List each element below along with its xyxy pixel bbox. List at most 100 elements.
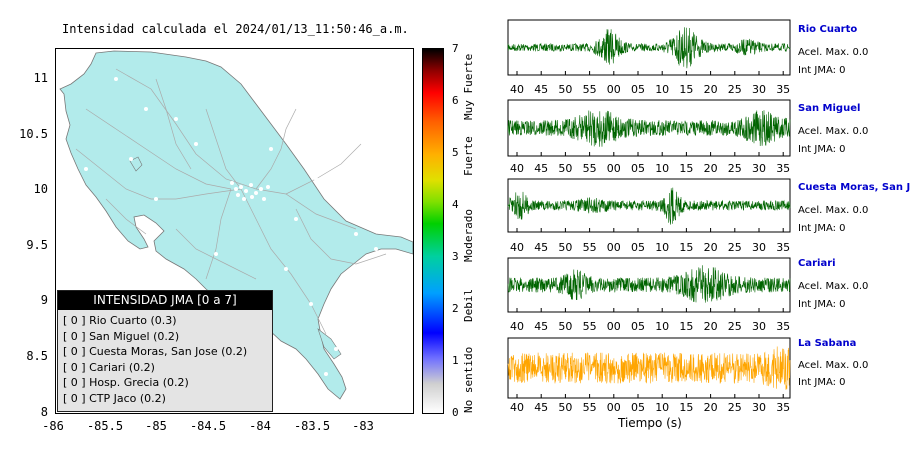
time-tick-label: 15 <box>679 241 693 254</box>
colorbar-tick: 7 <box>452 42 459 55</box>
time-tick-label: 55 <box>583 320 597 333</box>
time-tick-label: 35 <box>776 241 790 254</box>
legend-header: INTENSIDAD JMA [0 a 7] <box>58 291 272 310</box>
station-int: Int JMA: 0 <box>798 144 846 155</box>
waveform-panel: 40 45 50 55 00 05 10 15 20 25 30 35 <box>507 337 791 414</box>
time-tick-label: 30 <box>752 83 766 96</box>
colorbar-tick: 6 <box>452 94 459 107</box>
time-tick-label: 25 <box>728 401 742 414</box>
time-tick-label: 00 <box>607 83 621 96</box>
time-tick-label: 45 <box>534 83 548 96</box>
station-acel: Acel. Max. 0.0 <box>798 47 869 58</box>
waveform-panel: 40 45 50 55 00 05 10 15 20 25 30 35 <box>507 257 791 333</box>
station-acel: Acel. Max. 0.0 <box>798 360 869 371</box>
time-tick-label: 45 <box>534 241 548 254</box>
time-tick-label: 05 <box>631 241 645 254</box>
time-tick-label: 40 <box>510 401 524 414</box>
time-tick-label: 35 <box>776 401 790 414</box>
xtick-label: -83 <box>352 419 374 433</box>
time-tick-label: 45 <box>534 401 548 414</box>
station-name: Cariari <box>798 258 836 269</box>
intensity-legend: INTENSIDAD JMA [0 a 7] [ 0 ] Rio Cuarto … <box>57 290 273 412</box>
time-tick-label: 30 <box>752 241 766 254</box>
waveform-trace <box>507 346 791 390</box>
colorbar-word: Debil <box>462 288 475 322</box>
waveform-frame <box>507 178 791 233</box>
station-int: Int JMA: 0 <box>798 377 846 388</box>
time-tick-label: 00 <box>607 241 621 254</box>
waveform-frame <box>507 99 791 157</box>
time-tick-label: 20 <box>704 83 718 96</box>
waveform-trace <box>507 265 791 303</box>
time-tick-label: 00 <box>607 320 621 333</box>
xtick-label: -84.5 <box>189 419 227 433</box>
legend-row: [ 0 ] San Miguel (0.2) <box>63 329 180 343</box>
intensity-colorbar <box>422 48 444 414</box>
time-tick-label: 50 <box>558 320 572 333</box>
costa-rica-landmass <box>59 50 413 400</box>
time-tick-label: 25 <box>728 162 742 175</box>
station-acel: Acel. Max. 0.0 <box>798 281 869 292</box>
time-tick-label: 55 <box>583 83 597 96</box>
colorbar-tick: 4 <box>452 198 459 211</box>
xtick-label: -86 <box>42 419 64 433</box>
colorbar-tick: 5 <box>452 146 459 159</box>
time-tick-label: 55 <box>583 241 597 254</box>
time-tick-label: 25 <box>728 320 742 333</box>
time-tick-label: 30 <box>752 320 766 333</box>
time-tick-label: 40 <box>510 320 524 333</box>
time-tick-label: 15 <box>679 83 693 96</box>
time-tick-label: 15 <box>679 401 693 414</box>
station-markers <box>84 77 378 376</box>
costa-rica-map <box>59 50 413 400</box>
time-tick-label: 35 <box>776 162 790 175</box>
time-tick-label: 30 <box>752 401 766 414</box>
station-acel: Acel. Max. 0.0 <box>798 205 869 216</box>
colorbar-word: Fuerte <box>462 136 475 176</box>
waveform-frame <box>507 19 791 76</box>
time-tick-label: 05 <box>631 83 645 96</box>
time-tick-label: 10 <box>655 401 669 414</box>
time-tick-label: 05 <box>631 162 645 175</box>
ytick-label: 10 <box>33 182 48 196</box>
time-tick-label: 15 <box>679 320 693 333</box>
colorbar-word: No sentido <box>462 346 475 413</box>
time-tick-label: 55 <box>583 162 597 175</box>
colorbar-word: Muy Fuerte <box>462 53 475 120</box>
legend-row: [ 0 ] CTP Jaco (0.2) <box>63 391 166 405</box>
station-name: La Sabana <box>798 338 857 349</box>
time-tick-label: 10 <box>655 162 669 175</box>
time-tick-label: 20 <box>704 241 718 254</box>
xtick-label: -85.5 <box>86 419 124 433</box>
colorbar-tick: 1 <box>452 354 459 367</box>
station-acel: Acel. Max. 0.0 <box>798 126 869 137</box>
time-tick-label: 20 <box>704 162 718 175</box>
time-tick-label: 25 <box>728 241 742 254</box>
time-tick-label: 40 <box>510 162 524 175</box>
road-network <box>75 68 387 335</box>
colorbar-word: Moderado <box>462 209 475 262</box>
time-tick-label: 30 <box>752 162 766 175</box>
ytick-label: 8.5 <box>26 349 48 363</box>
nicoya-gulf-island <box>129 156 143 172</box>
time-tick-label: 25 <box>728 83 742 96</box>
time-tick-label: 45 <box>534 320 548 333</box>
station-name: Rio Cuarto <box>798 24 858 35</box>
legend-row: [ 0 ] Hosp. Grecia (0.2) <box>63 376 189 389</box>
time-tick-label: 20 <box>704 320 718 333</box>
ytick-label: 8 <box>40 405 48 419</box>
xtick-label: -83.5 <box>293 419 331 433</box>
time-tick-label: 40 <box>510 83 524 96</box>
time-tick-label: 10 <box>655 320 669 333</box>
waveform-trace <box>507 110 791 147</box>
time-tick-label: 00 <box>607 401 621 414</box>
time-tick-label: 05 <box>631 320 645 333</box>
time-tick-label: 50 <box>558 162 572 175</box>
time-tick-label: 10 <box>655 241 669 254</box>
waveform-panel: 40 45 50 55 00 05 10 15 20 25 30 35 <box>507 19 791 96</box>
colorbar-tick: 2 <box>452 302 459 315</box>
time-tick-label: 00 <box>607 162 621 175</box>
station-int: Int JMA: 0 <box>798 65 846 76</box>
ytick-label: 10.5 <box>19 127 48 141</box>
waveform-trace <box>507 27 791 69</box>
